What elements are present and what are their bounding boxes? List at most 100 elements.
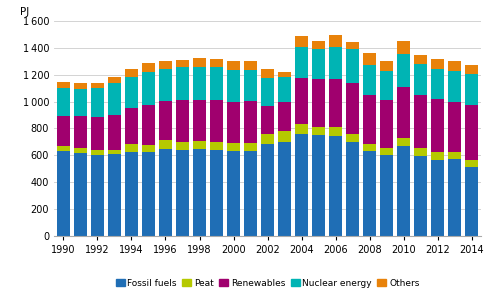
Bar [244,101,257,143]
Bar [414,55,427,64]
Bar [465,105,478,160]
Bar [57,116,70,146]
Bar [397,88,410,138]
Bar [210,150,223,236]
Bar [74,89,87,116]
Bar [414,156,427,236]
Bar [142,105,155,145]
Bar [193,141,206,149]
Bar [91,150,104,155]
Bar [176,100,189,142]
Bar [244,61,257,70]
Bar [125,77,138,108]
Bar [448,153,461,159]
Bar [346,83,359,134]
Bar [227,61,240,70]
Bar [227,70,240,101]
Bar [57,151,70,236]
Bar [108,83,121,115]
Bar [381,149,393,155]
Bar [278,142,291,236]
Bar [397,54,410,88]
Bar [125,69,138,77]
Bar [125,144,138,152]
Bar [432,160,444,236]
Bar [227,143,240,151]
Bar [432,59,444,69]
Bar [312,49,325,79]
Bar [295,47,308,78]
Bar [57,82,70,88]
Bar [74,153,87,236]
Bar [57,146,70,151]
Bar [193,100,206,141]
Bar [176,60,189,67]
Bar [193,58,206,67]
Bar [227,151,240,236]
Bar [414,64,427,95]
Bar [159,101,172,140]
Bar [261,134,274,144]
Bar [74,148,87,153]
Bar [244,151,257,236]
Bar [448,71,461,101]
Bar [142,153,155,236]
Bar [261,106,274,134]
Bar [346,142,359,236]
Bar [432,69,444,99]
Bar [159,149,172,236]
Bar [278,77,291,102]
Bar [295,78,308,124]
Bar [448,159,461,236]
Bar [74,83,87,89]
Bar [193,67,206,100]
Bar [397,138,410,146]
Bar [125,152,138,236]
Bar [329,47,342,79]
Bar [108,77,121,83]
Bar [142,145,155,153]
Bar [210,59,223,67]
Bar [261,144,274,236]
Bar [381,155,393,236]
Bar [465,65,478,74]
Bar [381,71,393,100]
Bar [312,79,325,127]
Bar [91,117,104,150]
Bar [278,102,291,131]
Bar [159,61,172,69]
Bar [142,63,155,72]
Bar [465,74,478,105]
Bar [397,41,410,54]
Bar [91,88,104,117]
Bar [312,41,325,49]
Bar [312,135,325,236]
Bar [363,151,376,236]
Bar [295,134,308,236]
Bar [244,143,257,151]
Bar [74,116,87,148]
Bar [210,100,223,142]
Bar [244,70,257,101]
Bar [397,146,410,236]
Bar [176,150,189,236]
Bar [346,42,359,49]
Bar [363,144,376,151]
Bar [176,142,189,150]
Bar [363,95,376,144]
Bar [142,72,155,105]
Bar [57,88,70,116]
Bar [210,142,223,150]
Bar [329,34,342,47]
Bar [414,95,427,149]
Bar [363,53,376,65]
Bar [176,67,189,100]
Bar [278,72,291,77]
Bar [346,49,359,83]
Bar [159,69,172,101]
Bar [432,99,444,153]
Bar [295,124,308,134]
Bar [193,149,206,236]
Text: PJ: PJ [20,7,29,17]
Bar [210,67,223,100]
